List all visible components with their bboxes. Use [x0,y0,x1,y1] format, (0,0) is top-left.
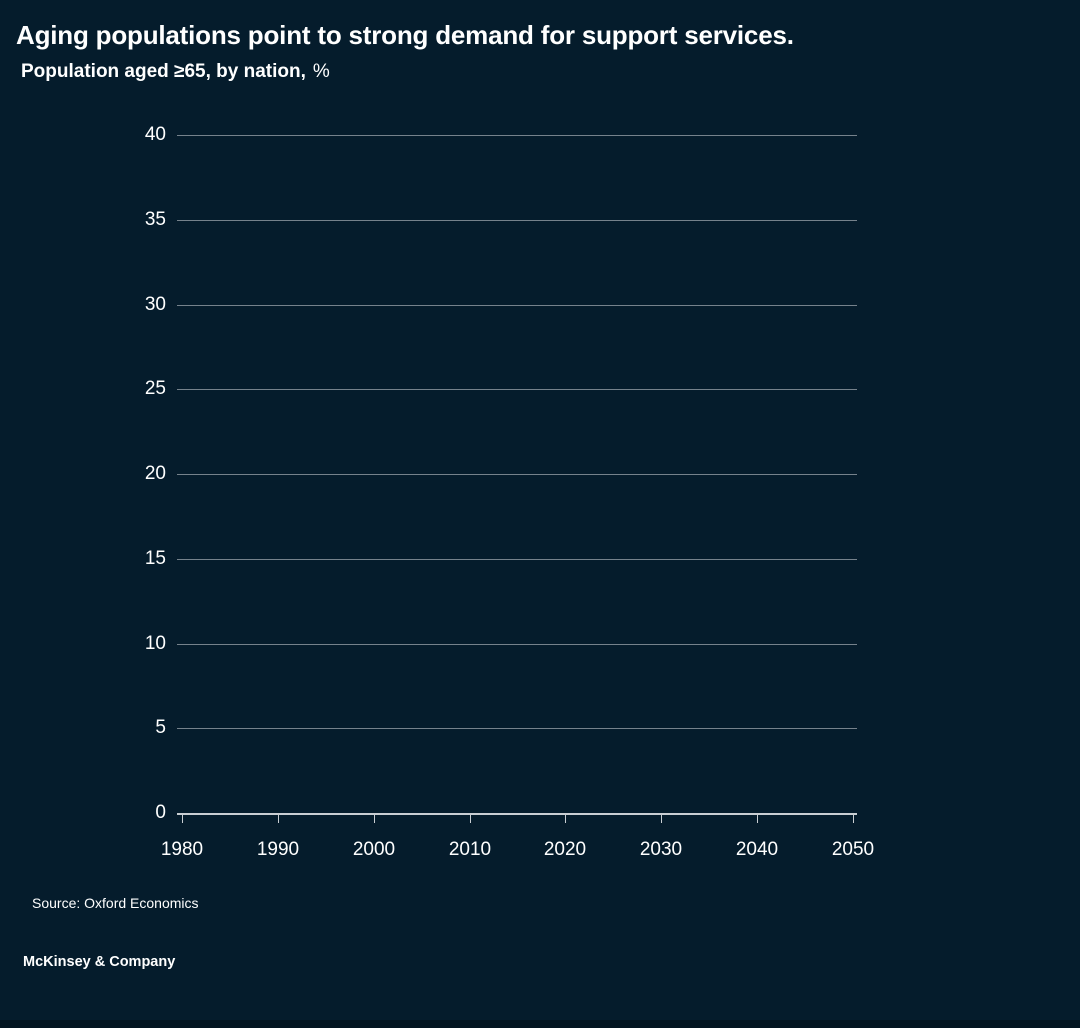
x-tick [470,813,471,823]
y-tick-label: 15 [144,548,166,569]
x-tick-label: 2030 [639,839,683,860]
y-gridline [177,474,857,475]
y-tick-label: 10 [144,633,166,654]
x-tick-label: 1990 [256,839,300,860]
x-tick [182,813,183,823]
x-tick [565,813,566,823]
x-tick [757,813,758,823]
y-tick-label: 5 [155,717,166,738]
chart-subtitle: Population aged ≥65, by nation,% [21,60,330,84]
y-gridline [177,220,857,221]
y-tick-label: 30 [144,294,166,315]
y-gridline [177,305,857,306]
x-tick [374,813,375,823]
bottom-edge [0,1020,1080,1028]
x-tick-label: 2020 [543,839,587,860]
x-tick [278,813,279,823]
y-tick-label: 35 [144,209,166,230]
y-gridline [177,135,857,136]
y-tick-label: 0 [155,802,166,823]
brand-footer: McKinsey & Company [23,954,176,970]
x-tick-label: 2010 [448,839,492,860]
y-gridline [177,728,857,729]
x-tick-label: 2040 [735,839,779,860]
y-tick-label: 40 [144,124,166,145]
y-gridline [177,389,857,390]
x-tick-label: 2000 [352,839,396,860]
x-tick-label: 1980 [160,839,204,860]
x-axis-line [177,813,857,815]
source-note: Source: Oxford Economics [32,895,199,911]
page-title: Aging populations point to strong demand… [16,20,794,51]
x-tick [661,813,662,823]
y-gridline [177,644,857,645]
y-tick-label: 20 [144,463,166,484]
chart-subtitle-text: Population aged ≥65, by nation, [21,61,306,82]
chart-unit-label: % [312,61,330,82]
y-tick-label: 25 [144,378,166,399]
y-gridline [177,559,857,560]
x-tick [853,813,854,823]
x-tick-label: 2050 [831,839,875,860]
